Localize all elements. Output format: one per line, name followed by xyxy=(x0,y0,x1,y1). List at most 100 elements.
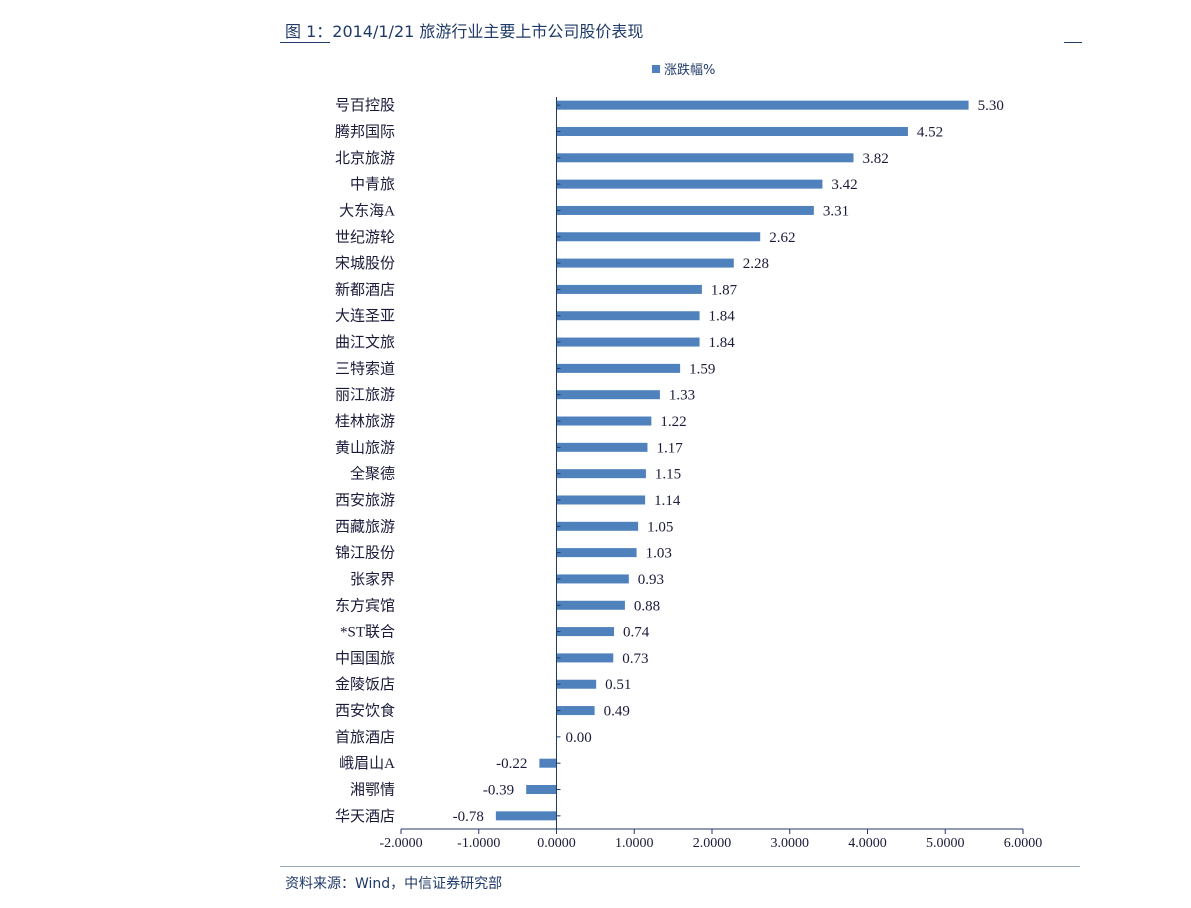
bar-5 xyxy=(556,232,761,242)
value-label: 1.05 xyxy=(647,519,673,535)
category-label: 北京旅游 xyxy=(335,150,395,167)
bar-9 xyxy=(556,337,700,347)
category-label: 全聚德 xyxy=(350,465,395,483)
value-label: 1.87 xyxy=(711,282,738,298)
value-label: 1.15 xyxy=(655,467,681,483)
bar-15 xyxy=(556,495,646,505)
category-label: 大连圣亚 xyxy=(335,308,395,325)
legend-label: 涨跌幅% xyxy=(664,62,715,78)
value-label: 1.59 xyxy=(689,361,715,377)
title-underline xyxy=(280,42,330,43)
bar-19 xyxy=(556,600,625,610)
category-label: 华天酒店 xyxy=(335,808,395,825)
category-label: *ST联合 xyxy=(340,624,395,641)
bar-13 xyxy=(556,442,648,452)
bar-12 xyxy=(556,416,652,426)
value-label: 1.14 xyxy=(654,493,681,509)
bar-0 xyxy=(556,100,969,110)
bar-6 xyxy=(556,258,734,268)
value-label: 1.84 xyxy=(709,335,736,351)
value-label: 0.73 xyxy=(622,651,648,667)
category-label: 峨眉山A xyxy=(339,755,395,772)
value-label: 0.74 xyxy=(623,625,650,641)
category-label: 张家界 xyxy=(350,571,395,588)
value-label: 5.30 xyxy=(978,98,1004,114)
x-tick-label: -1.0000 xyxy=(457,836,500,851)
bar-8 xyxy=(556,311,700,321)
value-label: 1.33 xyxy=(669,388,695,404)
category-label: 曲江文旅 xyxy=(335,334,395,351)
bar-20 xyxy=(556,627,615,637)
category-label: 西藏旅游 xyxy=(335,518,395,535)
category-label: 湘鄂情 xyxy=(350,782,395,799)
category-label: 西安饮食 xyxy=(335,703,395,720)
bar-26 xyxy=(526,785,557,795)
value-label: 0.51 xyxy=(605,677,631,693)
category-label: 号百控股 xyxy=(335,97,395,114)
category-label: 金陵饭店 xyxy=(335,676,395,693)
title-rule-right xyxy=(1064,42,1082,43)
bar-27 xyxy=(495,811,557,821)
value-label: 3.42 xyxy=(831,177,857,193)
bar-18 xyxy=(556,574,629,584)
x-tick-label: 6.0000 xyxy=(1004,836,1043,851)
bars-group xyxy=(495,100,969,821)
chart-legend: 涨跌幅% xyxy=(652,62,715,78)
category-label: 三特索道 xyxy=(335,360,395,377)
value-label: 0.88 xyxy=(634,598,660,614)
category-label: 丽江旅游 xyxy=(335,387,395,404)
category-label: 腾邦国际 xyxy=(335,123,395,140)
value-label: 1.03 xyxy=(646,546,672,562)
x-tick-label: 4.0000 xyxy=(848,836,887,851)
value-label: 4.52 xyxy=(917,124,943,140)
category-label: 首旅酒店 xyxy=(335,729,395,746)
category-label: 西安旅游 xyxy=(335,492,395,509)
category-label: 锦江股份 xyxy=(335,545,395,562)
figure-title: 图 1：2014/1/21 旅游行业主要上市公司股价表现 xyxy=(285,22,644,41)
category-label: 世纪游轮 xyxy=(335,229,395,246)
x-tick-label: 0.0000 xyxy=(537,836,576,851)
category-label: 黄山旅游 xyxy=(335,439,395,456)
bar-16 xyxy=(556,521,639,531)
source-divider xyxy=(280,866,1080,867)
bar-25 xyxy=(539,758,557,768)
bar-7 xyxy=(556,284,702,294)
bar-21 xyxy=(556,653,614,663)
value-labels: 5.30 4.52 3.82 3.42 3.31 2.622.28 1.87 1.84 1.84… xyxy=(453,98,1004,825)
bar-23 xyxy=(556,706,595,716)
value-label: -0.22 xyxy=(496,756,527,772)
value-label: 0.49 xyxy=(604,704,630,720)
value-label: 1.17 xyxy=(656,440,683,456)
category-label: 大东海A xyxy=(339,202,395,219)
value-label: -0.39 xyxy=(483,783,514,799)
bar-14 xyxy=(556,469,646,479)
x-tick-label: 3.0000 xyxy=(771,836,810,851)
bar-3 xyxy=(556,179,823,189)
bar-4 xyxy=(556,205,814,215)
bar-1 xyxy=(556,126,908,136)
bar-11 xyxy=(556,390,660,400)
category-label: 新都酒店 xyxy=(335,281,395,298)
bar-22 xyxy=(556,679,597,689)
legend-swatch xyxy=(652,65,660,73)
value-label: 1.84 xyxy=(709,309,736,325)
value-label: 2.62 xyxy=(769,230,795,246)
bar-10 xyxy=(556,363,681,373)
value-label: 1.22 xyxy=(660,414,686,430)
bar-17 xyxy=(556,548,637,558)
value-label: 3.31 xyxy=(823,203,849,219)
value-label: 3.82 xyxy=(863,151,889,167)
category-label: 桂林旅游 xyxy=(335,413,395,430)
category-label: 中国国旅 xyxy=(335,650,395,667)
axes: -2.0000 -1.0000 0.0000 1.0000 2.0000 3.0000 4.… xyxy=(379,97,1042,851)
value-label: 0.00 xyxy=(566,730,592,746)
category-label: 东方宾馆 xyxy=(335,597,395,614)
category-label: 宋城股份 xyxy=(335,255,395,272)
x-tick-label: 1.0000 xyxy=(615,836,654,851)
x-tick-label: -2.0000 xyxy=(379,836,422,851)
value-label: 2.28 xyxy=(743,256,769,272)
value-label: 0.93 xyxy=(638,572,664,588)
bar-2 xyxy=(556,153,854,163)
